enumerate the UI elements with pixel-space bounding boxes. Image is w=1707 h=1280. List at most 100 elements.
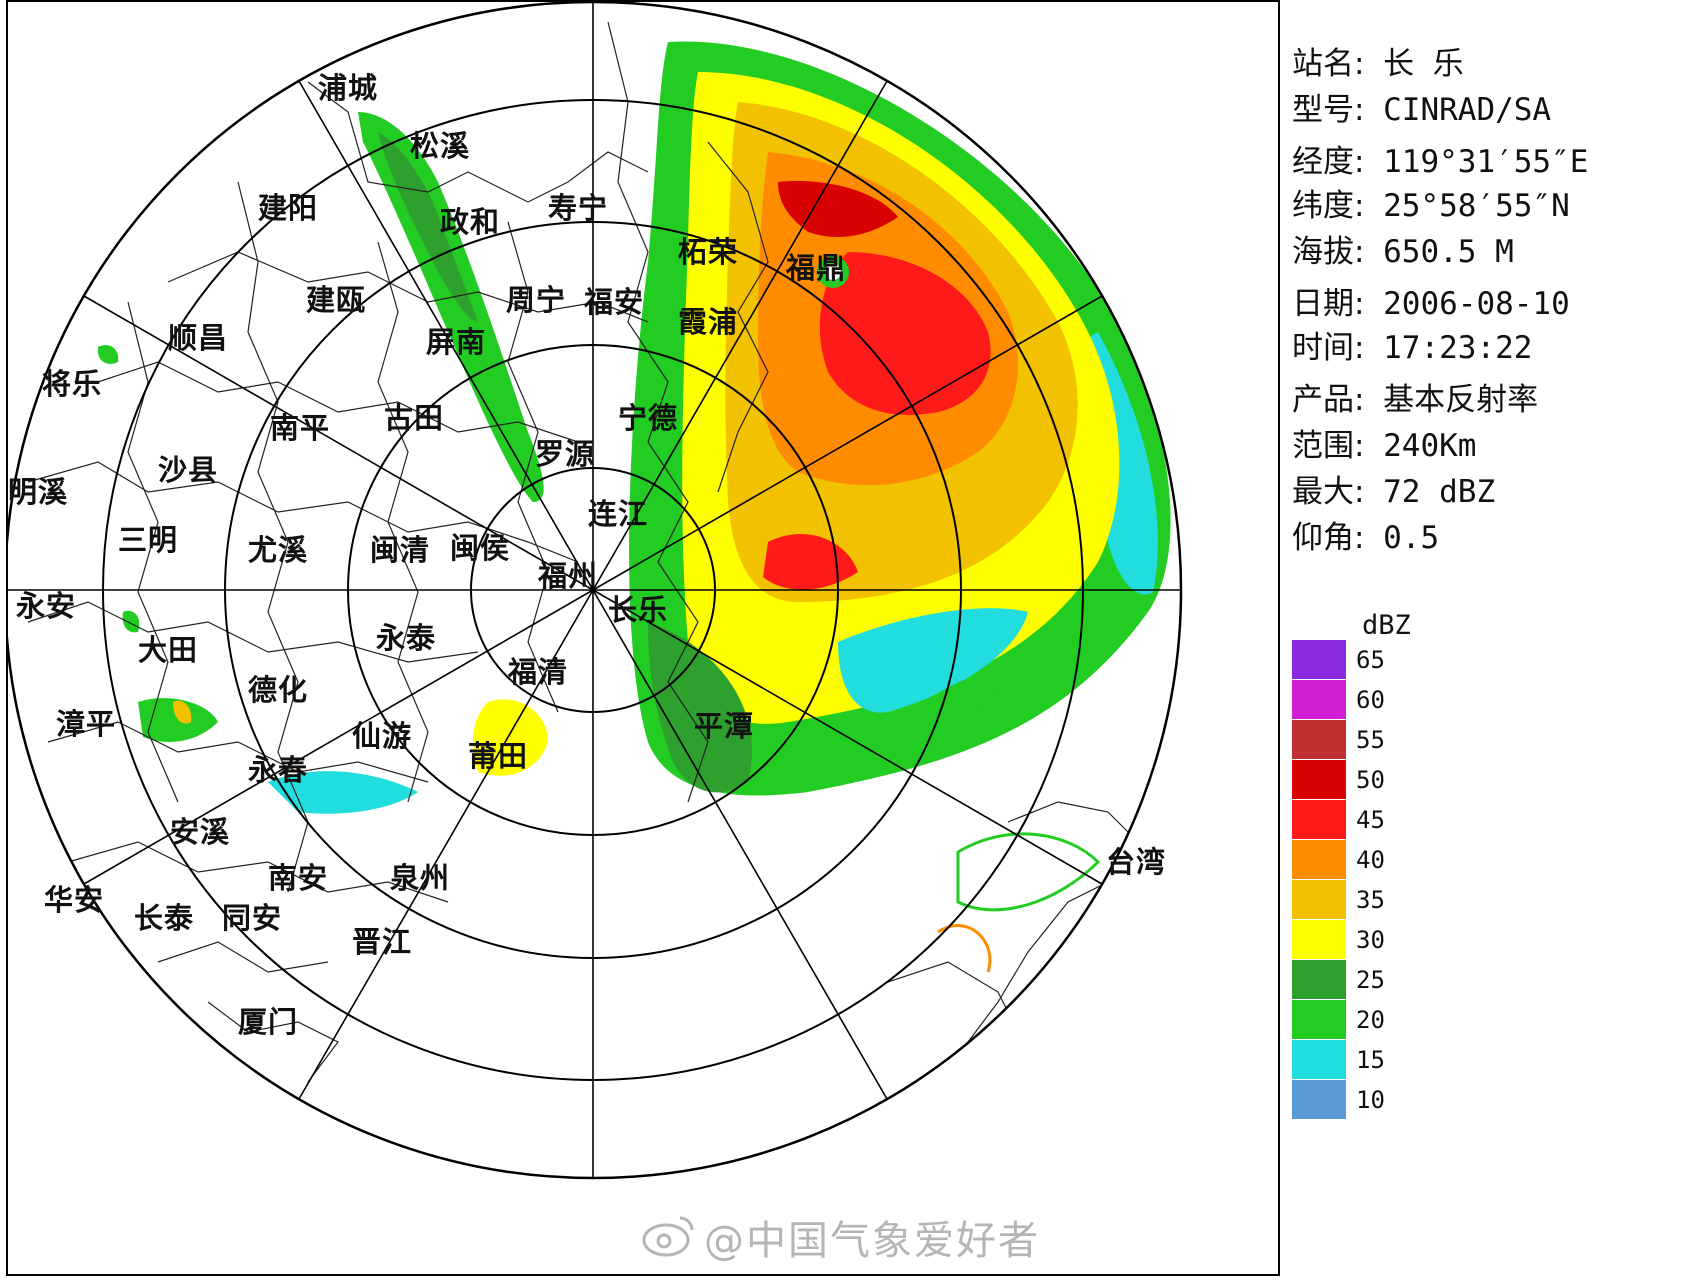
city-label: 南平	[269, 411, 331, 445]
city-label: 古田	[383, 401, 445, 435]
city-label: 闽清	[369, 533, 431, 567]
legend-swatch	[1292, 920, 1346, 959]
time-label: 时间:	[1292, 330, 1365, 366]
city-label: 福州	[537, 559, 599, 593]
altitude-label: 海拔:	[1292, 234, 1365, 270]
city-label: 三明	[117, 523, 179, 557]
product-row: 产品: 基本反射率	[1292, 374, 1538, 419]
legend-value: 15	[1356, 1046, 1385, 1074]
legend-value: 65	[1356, 646, 1385, 674]
city-label: 将乐	[41, 367, 103, 401]
longitude-row: 经度: 119°31′55″E	[1292, 136, 1588, 181]
city-label: 晋江	[351, 925, 413, 959]
latitude-label: 纬度:	[1292, 188, 1365, 224]
range-row: 范围: 240Km	[1292, 420, 1476, 465]
city-label: 永春	[247, 753, 309, 787]
city-label: 罗源	[534, 437, 596, 471]
city-label: 寿宁	[547, 191, 609, 225]
altitude-value: 650.5 M	[1383, 234, 1514, 270]
time-row: 时间: 17:23:22	[1292, 322, 1532, 367]
radar-ppi-display	[8, 2, 1183, 1180]
city-label: 福安	[583, 285, 645, 319]
city-label: 平潭	[693, 709, 755, 743]
product-label: 产品:	[1292, 382, 1365, 418]
city-label: 沙县	[157, 453, 219, 487]
legend-swatch	[1292, 840, 1346, 879]
station-row: 站名: 长 乐	[1292, 38, 1464, 83]
city-label: 连江	[587, 497, 649, 531]
legend-swatch	[1292, 1040, 1346, 1079]
city-label: 闽侯	[449, 531, 511, 565]
legend-swatch	[1292, 1000, 1346, 1039]
legend-value: 40	[1356, 846, 1385, 874]
city-label: 屏南	[425, 325, 487, 359]
longitude-value: 119°31′55″E	[1383, 144, 1589, 180]
city-label: 政和	[439, 205, 501, 239]
city-label: 漳平	[55, 707, 117, 741]
model-label: 型号:	[1292, 92, 1365, 128]
model-row: 型号: CINRAD/SA	[1292, 84, 1551, 129]
max-value: 72 dBZ	[1383, 474, 1496, 510]
city-label: 厦门	[237, 1005, 299, 1039]
city-label: 建阳	[257, 191, 319, 225]
max-label: 最大:	[1292, 474, 1365, 510]
altitude-row: 海拔: 650.5 M	[1292, 226, 1514, 271]
range-label: 范围:	[1292, 428, 1365, 464]
date-value: 2006-08-10	[1383, 286, 1570, 322]
legend-value: 10	[1356, 1086, 1385, 1114]
city-label: 霞浦	[677, 305, 739, 339]
legend-swatch	[1292, 760, 1346, 799]
legend-swatch	[1292, 1080, 1346, 1119]
city-label: 福清	[507, 655, 569, 689]
legend-swatch	[1292, 880, 1346, 919]
legend-value: 45	[1356, 806, 1385, 834]
city-label: 南安	[267, 861, 329, 895]
city-label: 顺昌	[167, 321, 229, 355]
legend-value: 25	[1356, 966, 1385, 994]
city-label: 德化	[247, 673, 309, 707]
latitude-row: 纬度: 25°58′55″N	[1292, 180, 1570, 225]
latitude-value: 25°58′55″N	[1383, 188, 1570, 224]
radar-map-panel: 浦城 松溪建阳 政和 寿宁柘荣 福鼎建瓯 周宁 福安 霞浦 顺昌 屏南将乐南平 古田 宁德 罗源 沙县明溪…	[6, 0, 1280, 1276]
city-label: 长泰	[133, 901, 195, 935]
station-value: 长 乐	[1383, 46, 1464, 82]
city-label: 大田	[137, 633, 199, 667]
city-label: 柘荣	[677, 235, 739, 269]
city-label: 泉州	[389, 861, 451, 895]
city-label: 宁德	[617, 401, 679, 435]
model-value: CINRAD/SA	[1383, 92, 1552, 128]
city-label: 明溪	[7, 475, 69, 509]
radar-info-panel: 站名: 长 乐 型号: CINRAD/SA 经度: 119°31′55″E 纬度…	[1280, 0, 1707, 1276]
city-label: 福鼎	[785, 251, 847, 285]
date-row: 日期: 2006-08-10	[1292, 278, 1570, 323]
city-label: 台湾	[1105, 845, 1167, 879]
elevation-label: 仰角:	[1292, 520, 1365, 556]
city-label: 永泰	[375, 621, 437, 655]
legend-value: 60	[1356, 686, 1385, 714]
legend-value: 55	[1356, 726, 1385, 754]
legend-value: 50	[1356, 766, 1385, 794]
city-label: 同安	[221, 901, 283, 935]
city-label: 建瓯	[305, 283, 367, 317]
legend-value: 35	[1356, 886, 1385, 914]
legend-swatch	[1292, 960, 1346, 999]
city-label: 松溪	[409, 129, 471, 163]
date-label: 日期:	[1292, 286, 1365, 322]
range-value: 240Km	[1383, 428, 1477, 464]
legend-unit: dBZ	[1362, 610, 1411, 641]
elevation-value: 0.5	[1383, 520, 1440, 556]
legend-swatch	[1292, 800, 1346, 839]
legend-swatch	[1292, 640, 1346, 679]
watermark-text: @中国气象爱好者	[704, 1218, 1040, 1264]
time-value: 17:23:22	[1383, 330, 1533, 366]
legend-value: 30	[1356, 926, 1385, 954]
city-label: 仙游	[351, 719, 413, 753]
max-row: 最大: 72 dBZ	[1292, 466, 1495, 511]
outer-range-ring	[8, 2, 1183, 1180]
legend-swatch	[1292, 680, 1346, 719]
elevation-row: 仰角: 0.5	[1292, 512, 1439, 557]
legend-swatch	[1292, 720, 1346, 759]
city-label: 周宁	[505, 283, 567, 317]
city-label: 浦城	[317, 71, 379, 105]
